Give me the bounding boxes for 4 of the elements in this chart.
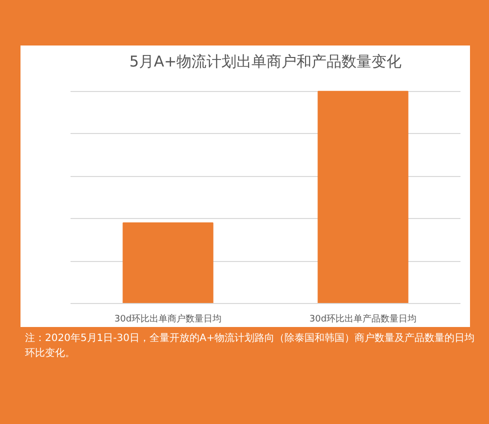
x-tick-label: 30d环比出单产品数量日均 (309, 314, 417, 324)
chart-title: 5月A+物流计划出单商户和产品数量变化 (129, 52, 402, 70)
x-tick-label: 30d环比出单商户数量日均 (114, 314, 222, 324)
text: 注：2020年5月1日-30日，全量开放的A+物流计划路向（除泰国和韩国）商户数量及产品数量的日均环比变化。 (25, 332, 475, 361)
